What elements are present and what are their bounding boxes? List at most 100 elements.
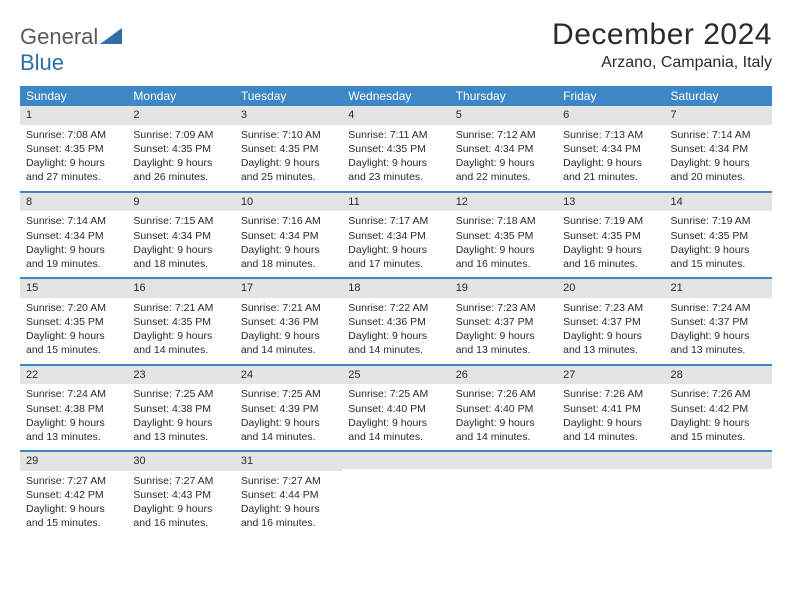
sunset-line: Sunset: 4:34 PM bbox=[348, 229, 443, 243]
day-number: 19 bbox=[450, 279, 557, 298]
sunset-line: Sunset: 4:43 PM bbox=[133, 488, 228, 502]
day-body: Sunrise: 7:15 AMSunset: 4:34 PMDaylight:… bbox=[127, 211, 234, 277]
daylight-line: Daylight: 9 hours and 14 minutes. bbox=[563, 416, 658, 444]
day-cell: 7Sunrise: 7:14 AMSunset: 4:34 PMDaylight… bbox=[665, 106, 772, 191]
day-cell: 4Sunrise: 7:11 AMSunset: 4:35 PMDaylight… bbox=[342, 106, 449, 191]
logo-text-gray: General bbox=[20, 24, 98, 49]
daylight-line: Daylight: 9 hours and 21 minutes. bbox=[563, 156, 658, 184]
weekday-header: Wednesday bbox=[342, 86, 449, 106]
weekday-header: Sunday bbox=[20, 86, 127, 106]
sunset-line: Sunset: 4:42 PM bbox=[26, 488, 121, 502]
day-body: Sunrise: 7:14 AMSunset: 4:34 PMDaylight:… bbox=[665, 125, 772, 191]
daylight-line: Daylight: 9 hours and 17 minutes. bbox=[348, 243, 443, 271]
day-number: 25 bbox=[342, 366, 449, 385]
day-number: 28 bbox=[665, 366, 772, 385]
sunrise-line: Sunrise: 7:14 AM bbox=[671, 128, 766, 142]
day-cell: 25Sunrise: 7:25 AMSunset: 4:40 PMDayligh… bbox=[342, 366, 449, 451]
daylight-line: Daylight: 9 hours and 16 minutes. bbox=[133, 502, 228, 530]
daylight-line: Daylight: 9 hours and 22 minutes. bbox=[456, 156, 551, 184]
day-cell: 6Sunrise: 7:13 AMSunset: 4:34 PMDaylight… bbox=[557, 106, 664, 191]
sunrise-line: Sunrise: 7:11 AM bbox=[348, 128, 443, 142]
sunrise-line: Sunrise: 7:15 AM bbox=[133, 214, 228, 228]
daylight-line: Daylight: 9 hours and 15 minutes. bbox=[671, 243, 766, 271]
calendar-grid: SundayMondayTuesdayWednesdayThursdayFrid… bbox=[20, 86, 772, 537]
day-number: 10 bbox=[235, 193, 342, 212]
sunset-line: Sunset: 4:44 PM bbox=[241, 488, 336, 502]
sunrise-line: Sunrise: 7:20 AM bbox=[26, 301, 121, 315]
day-number: 5 bbox=[450, 106, 557, 125]
day-body: Sunrise: 7:20 AMSunset: 4:35 PMDaylight:… bbox=[20, 298, 127, 364]
day-cell: 1Sunrise: 7:08 AMSunset: 4:35 PMDaylight… bbox=[20, 106, 127, 191]
day-number bbox=[665, 452, 772, 469]
day-number: 24 bbox=[235, 366, 342, 385]
day-number: 9 bbox=[127, 193, 234, 212]
logo: General Blue bbox=[20, 24, 122, 76]
day-body: Sunrise: 7:24 AMSunset: 4:37 PMDaylight:… bbox=[665, 298, 772, 364]
day-body: Sunrise: 7:27 AMSunset: 4:44 PMDaylight:… bbox=[235, 471, 342, 537]
sunrise-line: Sunrise: 7:08 AM bbox=[26, 128, 121, 142]
sunrise-line: Sunrise: 7:25 AM bbox=[133, 387, 228, 401]
daylight-line: Daylight: 9 hours and 20 minutes. bbox=[671, 156, 766, 184]
day-number: 6 bbox=[557, 106, 664, 125]
sunset-line: Sunset: 4:35 PM bbox=[133, 142, 228, 156]
day-number: 16 bbox=[127, 279, 234, 298]
day-number: 23 bbox=[127, 366, 234, 385]
location-label: Arzano, Campania, Italy bbox=[552, 54, 772, 72]
day-body: Sunrise: 7:26 AMSunset: 4:42 PMDaylight:… bbox=[665, 384, 772, 450]
sunrise-line: Sunrise: 7:13 AM bbox=[563, 128, 658, 142]
day-body: Sunrise: 7:23 AMSunset: 4:37 PMDaylight:… bbox=[450, 298, 557, 364]
day-body: Sunrise: 7:17 AMSunset: 4:34 PMDaylight:… bbox=[342, 211, 449, 277]
day-number: 27 bbox=[557, 366, 664, 385]
day-number: 15 bbox=[20, 279, 127, 298]
sunset-line: Sunset: 4:38 PM bbox=[133, 402, 228, 416]
sunset-line: Sunset: 4:35 PM bbox=[26, 315, 121, 329]
sunrise-line: Sunrise: 7:17 AM bbox=[348, 214, 443, 228]
daylight-line: Daylight: 9 hours and 23 minutes. bbox=[348, 156, 443, 184]
daylight-line: Daylight: 9 hours and 14 minutes. bbox=[348, 416, 443, 444]
day-cell: 22Sunrise: 7:24 AMSunset: 4:38 PMDayligh… bbox=[20, 366, 127, 451]
daylight-line: Daylight: 9 hours and 14 minutes. bbox=[241, 329, 336, 357]
daylight-line: Daylight: 9 hours and 13 minutes. bbox=[26, 416, 121, 444]
day-number: 12 bbox=[450, 193, 557, 212]
sunset-line: Sunset: 4:35 PM bbox=[671, 229, 766, 243]
week-row: 22Sunrise: 7:24 AMSunset: 4:38 PMDayligh… bbox=[20, 366, 772, 453]
daylight-line: Daylight: 9 hours and 18 minutes. bbox=[241, 243, 336, 271]
day-cell: 17Sunrise: 7:21 AMSunset: 4:36 PMDayligh… bbox=[235, 279, 342, 364]
daylight-line: Daylight: 9 hours and 14 minutes. bbox=[241, 416, 336, 444]
day-body: Sunrise: 7:19 AMSunset: 4:35 PMDaylight:… bbox=[665, 211, 772, 277]
day-body: Sunrise: 7:25 AMSunset: 4:38 PMDaylight:… bbox=[127, 384, 234, 450]
day-number: 20 bbox=[557, 279, 664, 298]
daylight-line: Daylight: 9 hours and 18 minutes. bbox=[133, 243, 228, 271]
sunset-line: Sunset: 4:35 PM bbox=[348, 142, 443, 156]
daylight-line: Daylight: 9 hours and 25 minutes. bbox=[241, 156, 336, 184]
day-number: 30 bbox=[127, 452, 234, 471]
sunrise-line: Sunrise: 7:18 AM bbox=[456, 214, 551, 228]
sunset-line: Sunset: 4:38 PM bbox=[26, 402, 121, 416]
daylight-line: Daylight: 9 hours and 27 minutes. bbox=[26, 156, 121, 184]
sunset-line: Sunset: 4:36 PM bbox=[348, 315, 443, 329]
logo-triangle-icon bbox=[100, 28, 122, 44]
day-cell: 30Sunrise: 7:27 AMSunset: 4:43 PMDayligh… bbox=[127, 452, 234, 537]
day-body: Sunrise: 7:14 AMSunset: 4:34 PMDaylight:… bbox=[20, 211, 127, 277]
daylight-line: Daylight: 9 hours and 13 minutes. bbox=[456, 329, 551, 357]
empty-cell bbox=[665, 452, 772, 537]
sunrise-line: Sunrise: 7:10 AM bbox=[241, 128, 336, 142]
day-number: 14 bbox=[665, 193, 772, 212]
week-row: 8Sunrise: 7:14 AMSunset: 4:34 PMDaylight… bbox=[20, 193, 772, 280]
sunrise-line: Sunrise: 7:23 AM bbox=[563, 301, 658, 315]
day-number: 18 bbox=[342, 279, 449, 298]
weekday-header: Tuesday bbox=[235, 86, 342, 106]
sunrise-line: Sunrise: 7:16 AM bbox=[241, 214, 336, 228]
day-body: Sunrise: 7:18 AMSunset: 4:35 PMDaylight:… bbox=[450, 211, 557, 277]
sunset-line: Sunset: 4:34 PM bbox=[26, 229, 121, 243]
day-body: Sunrise: 7:24 AMSunset: 4:38 PMDaylight:… bbox=[20, 384, 127, 450]
daylight-line: Daylight: 9 hours and 15 minutes. bbox=[26, 329, 121, 357]
sunset-line: Sunset: 4:40 PM bbox=[456, 402, 551, 416]
day-cell: 8Sunrise: 7:14 AMSunset: 4:34 PMDaylight… bbox=[20, 193, 127, 278]
day-number: 13 bbox=[557, 193, 664, 212]
day-cell: 16Sunrise: 7:21 AMSunset: 4:35 PMDayligh… bbox=[127, 279, 234, 364]
sunset-line: Sunset: 4:40 PM bbox=[348, 402, 443, 416]
day-body: Sunrise: 7:12 AMSunset: 4:34 PMDaylight:… bbox=[450, 125, 557, 191]
sunrise-line: Sunrise: 7:25 AM bbox=[241, 387, 336, 401]
sunrise-line: Sunrise: 7:21 AM bbox=[241, 301, 336, 315]
